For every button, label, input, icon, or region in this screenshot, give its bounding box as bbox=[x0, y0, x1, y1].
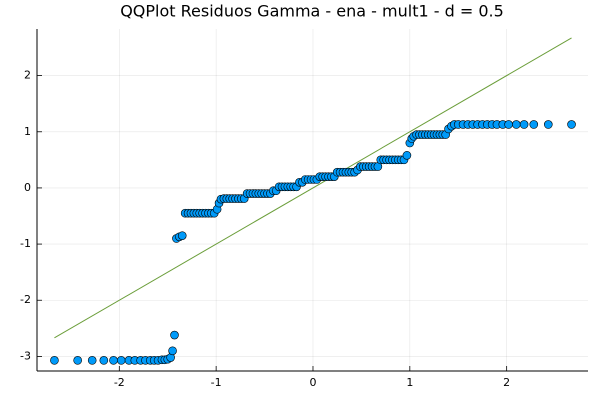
x-tick-label: -2 bbox=[114, 376, 125, 389]
x-tick-label: -1 bbox=[211, 376, 222, 389]
y-tick-label: 0 bbox=[24, 181, 31, 194]
point bbox=[87, 356, 97, 365]
reference-line bbox=[54, 37, 572, 339]
point bbox=[170, 330, 179, 340]
point bbox=[529, 120, 539, 129]
point bbox=[99, 356, 109, 365]
y-tick-label: 1 bbox=[24, 125, 31, 138]
y-tick-label: -3 bbox=[20, 349, 31, 362]
point bbox=[116, 356, 126, 365]
point bbox=[109, 356, 118, 365]
x-tick-label: 0 bbox=[309, 376, 316, 389]
point bbox=[512, 120, 521, 129]
y-tick-label: -2 bbox=[20, 293, 31, 306]
y-tick-label: 2 bbox=[24, 69, 31, 82]
point bbox=[402, 151, 412, 160]
point bbox=[73, 356, 82, 365]
point bbox=[519, 120, 529, 129]
point bbox=[504, 120, 513, 129]
y-tick-label: -1 bbox=[20, 237, 31, 250]
point bbox=[50, 356, 59, 365]
x-tick-label: 1 bbox=[406, 376, 413, 389]
point bbox=[168, 346, 177, 356]
chart-title: QQPlot Residuos Gamma - ena - mult1 - d … bbox=[120, 2, 504, 21]
x-tick-label: 2 bbox=[503, 376, 510, 389]
point bbox=[177, 231, 187, 240]
point bbox=[543, 120, 553, 129]
point bbox=[567, 120, 576, 129]
